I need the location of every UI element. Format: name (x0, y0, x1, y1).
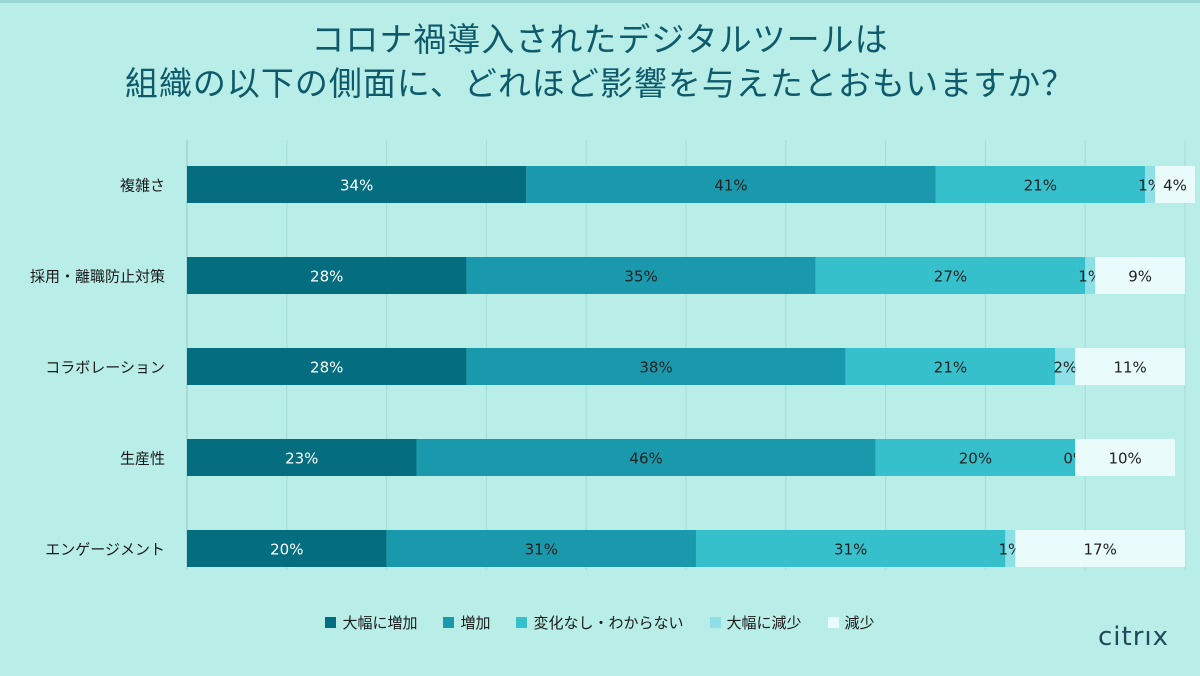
bar-segment (1075, 439, 1176, 476)
legend-label: 減少 (844, 614, 875, 632)
bar-segment (935, 166, 1146, 203)
category-label: コラボレーション (45, 359, 165, 377)
bar-segment (526, 166, 936, 203)
legend-label: 大幅に減少 (726, 614, 802, 632)
legend-swatch (516, 617, 528, 628)
data-label: 17% (1083, 541, 1116, 559)
legend-label: 増加 (460, 614, 491, 632)
data-label: 31% (834, 541, 867, 559)
bar-segment (386, 530, 696, 567)
category-label: エンゲージメント (45, 541, 165, 559)
chart-title: コロナ禍導入されたデジタルツールは 組織の以下の側面に、どれほど影響を与えたとお… (0, 18, 1200, 106)
category-label: 生産性 (120, 450, 165, 468)
bar-segment (187, 166, 527, 203)
bar-segment (1015, 530, 1185, 567)
data-label: 28% (310, 268, 343, 286)
legend-swatch (709, 617, 721, 628)
legend-swatch (827, 617, 839, 628)
bar-segment (187, 530, 387, 567)
data-label: 46% (629, 450, 662, 468)
bar-segment (1005, 530, 1016, 567)
category-label: 複雑さ (120, 177, 165, 195)
bar-segment (187, 348, 467, 385)
top-border (0, 0, 1200, 3)
data-label: 23% (285, 450, 318, 468)
bar-segment (695, 530, 1006, 567)
data-label: 28% (310, 359, 343, 377)
bar-segment (187, 257, 467, 294)
data-label: 9% (1128, 268, 1152, 286)
data-label: 21% (934, 359, 967, 377)
bar-segment (1155, 166, 1195, 203)
legend-swatch (443, 617, 455, 628)
bar-segment (466, 348, 846, 385)
bar-segment (845, 348, 1056, 385)
legend-item: 増加 (443, 612, 490, 633)
data-label: 20% (270, 541, 303, 559)
data-label: 31% (525, 541, 558, 559)
legend-swatch (325, 617, 337, 628)
bar-segment (466, 257, 816, 294)
legend-item: 大幅に減少 (709, 612, 802, 633)
legend-item: 大幅に増加 (325, 612, 417, 633)
data-label: 10% (1108, 450, 1141, 468)
legend-label: 大幅に増加 (342, 614, 418, 632)
bar-segment (875, 439, 1076, 476)
bar-segment (416, 439, 876, 476)
title-line-1: コロナ禍導入されたデジタルツールは (311, 20, 889, 59)
data-label: 35% (624, 268, 657, 286)
bar-segment (187, 439, 417, 476)
bar-segment (1095, 257, 1185, 294)
data-label: 27% (934, 268, 967, 286)
data-label: 21% (1024, 177, 1057, 195)
legend-label: 変化なし・わからない (533, 614, 684, 632)
bar-segment (1055, 348, 1076, 385)
data-label: 34% (340, 177, 373, 195)
data-label: 41% (714, 177, 747, 195)
bar-segment (1085, 257, 1096, 294)
citrix-logo: citrıx (1098, 622, 1170, 652)
data-label: 38% (639, 359, 672, 377)
bar-segment (815, 257, 1086, 294)
bar-segment (1075, 348, 1185, 385)
chart-legend: 大幅に増加 増加 変化なし・わからない 大幅に減少 減少 (0, 612, 1200, 633)
legend-item: 減少 (827, 612, 875, 633)
data-label: 20% (959, 450, 992, 468)
data-label: 4% (1163, 177, 1187, 195)
stacked-bar-chart: 複雑さ 34% 41% 21% 1% 4%採用・離職防止対策 28% 35% 27% 1% 9%コラ… (30, 140, 1195, 570)
data-label: 2% (1053, 359, 1077, 377)
bar-segment (1145, 166, 1156, 203)
data-label: 11% (1113, 359, 1146, 377)
title-line-2: 組織の以下の側面に、どれほど影響を与えたとおもいますか？ (124, 64, 1076, 103)
legend-item: 変化なし・わからない (516, 612, 684, 633)
category-label: 採用・離職防止対策 (30, 268, 165, 286)
